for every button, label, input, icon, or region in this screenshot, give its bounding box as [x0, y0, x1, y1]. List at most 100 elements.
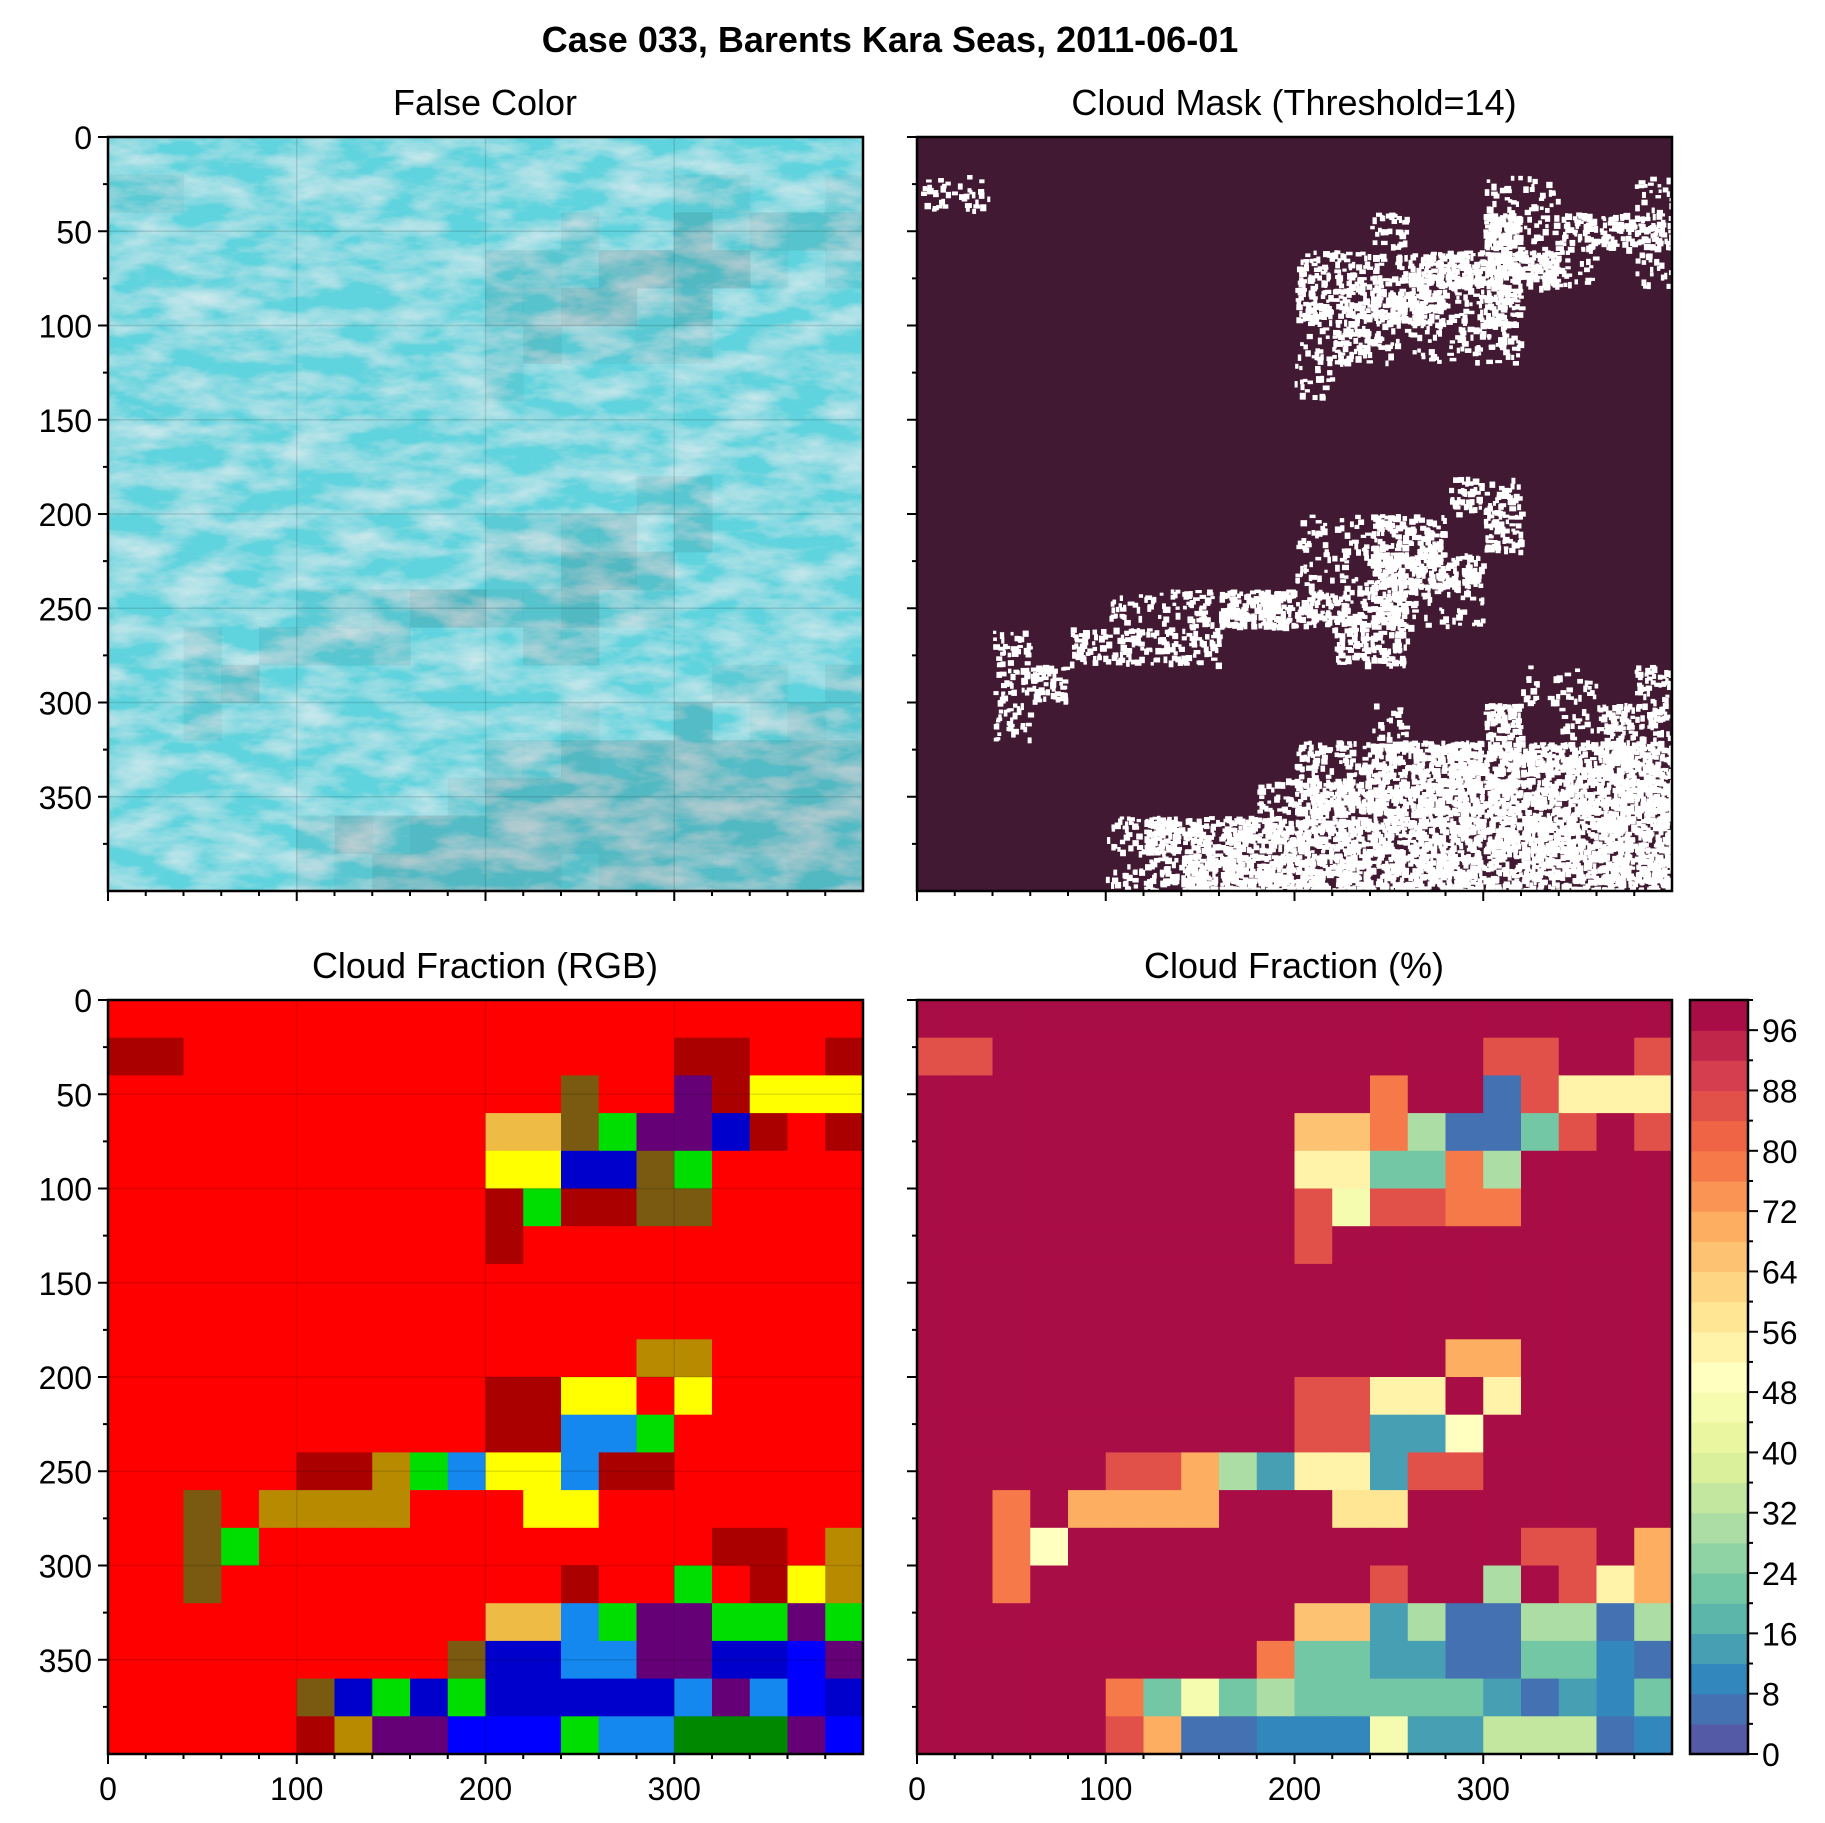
mask-speckle [1469, 759, 1474, 765]
mask-speckle [1476, 301, 1481, 305]
mask-speckle [1404, 216, 1410, 223]
mask-speckle [1511, 528, 1516, 532]
mask-speckle [1649, 272, 1654, 277]
mask-speckle [1117, 637, 1122, 644]
mask-speckle [1546, 279, 1554, 285]
mask-speckle [1644, 752, 1651, 759]
mask-speckle [1295, 287, 1303, 293]
mask-speckle [1512, 531, 1517, 535]
mask-speckle [1154, 657, 1161, 663]
mask-speckle [1362, 745, 1367, 750]
mask-speckle [1442, 283, 1448, 289]
mask-speckle [1033, 693, 1041, 701]
mask-speckle [1421, 592, 1429, 597]
mask-speckle [1510, 762, 1517, 769]
mask-speckle [1434, 304, 1441, 309]
mask-speckle [1408, 748, 1412, 752]
mask-speckle [1430, 274, 1436, 281]
mask-speckle [1396, 742, 1401, 749]
mask-speckle [993, 691, 999, 696]
mask-speckle [1659, 768, 1663, 774]
mask-speckle [1371, 514, 1379, 521]
mask-speckle [1343, 575, 1349, 579]
mask-speckle [1437, 554, 1443, 559]
mask-speckle [1401, 614, 1408, 620]
mask-speckle [1413, 514, 1421, 521]
mask-speckle [1635, 755, 1642, 759]
mask-speckle [1353, 338, 1359, 344]
mask-speckle [1567, 227, 1575, 234]
mask-speckle [1651, 673, 1657, 679]
mask-speckle [1608, 228, 1614, 232]
mask-speckle [1538, 220, 1542, 225]
mask-speckle [1619, 724, 1624, 732]
mask-speckle [1172, 602, 1177, 606]
mask-speckle [1661, 682, 1668, 686]
mask-speckle [1477, 756, 1483, 763]
mask-speckle [1303, 568, 1309, 573]
mask-speckle [1362, 590, 1368, 596]
mask-speckle [1321, 604, 1326, 608]
mask-speckle [1295, 611, 1301, 617]
mask-speckle [997, 700, 1004, 707]
mask-speckle [1492, 321, 1497, 326]
mask-speckle [1492, 519, 1500, 526]
mask-speckle [1027, 646, 1033, 650]
mask-speckle [1654, 771, 1659, 776]
mask-speckle [1363, 265, 1370, 269]
mask-speckle [1436, 760, 1441, 766]
mask-speckle [1433, 356, 1439, 361]
mask-speckle [1371, 305, 1377, 312]
mask-speckle [1416, 573, 1422, 578]
mask-speckle [1338, 283, 1345, 289]
mask-speckle [1445, 575, 1450, 582]
mask-speckle [1636, 665, 1642, 671]
mask-speckle [1518, 755, 1523, 762]
mask-speckle [1408, 752, 1412, 760]
mask-speckle [1421, 278, 1429, 284]
mask-speckle [1419, 288, 1426, 295]
mask-speckle [1465, 259, 1470, 266]
mask-speckle [1300, 267, 1306, 272]
mask-speckle [1398, 771, 1405, 776]
mask-speckle [1189, 636, 1197, 642]
mask-speckle [1366, 742, 1371, 748]
mask-speckle [1169, 647, 1176, 653]
mask-speckle [1468, 770, 1473, 777]
mask-speckle [1199, 612, 1207, 617]
mask-speckle [1468, 310, 1475, 315]
mask-speckle [1460, 333, 1466, 338]
mask-speckle [1341, 334, 1345, 341]
mask-speckle [1338, 313, 1345, 319]
mask-speckle [1549, 272, 1554, 276]
mask-speckle [1358, 613, 1366, 619]
mask-speckle [1589, 277, 1595, 281]
mask-speckle [1303, 344, 1308, 350]
mask-speckle [1449, 487, 1455, 494]
mask-speckle [1387, 577, 1395, 582]
mask-speckle [1507, 300, 1515, 304]
mask-speckle [1605, 775, 1612, 781]
mask-speckle [1518, 268, 1524, 273]
mask-speckle [1326, 378, 1331, 383]
mask-speckle [1554, 215, 1560, 222]
mask-speckle [1281, 806, 1287, 810]
mask-speckle [1281, 604, 1287, 610]
mask-speckle [1276, 597, 1284, 604]
mask-speckle [1250, 604, 1255, 609]
mask-speckle [1150, 661, 1154, 666]
mask-speckle [1344, 560, 1350, 564]
mask-speckle [1488, 503, 1492, 509]
mask-speckle [1312, 296, 1318, 300]
mask-speckle [1038, 670, 1044, 676]
mask-speckle [1311, 613, 1318, 620]
mask-speckle [1494, 317, 1501, 323]
mask-speckle [1334, 526, 1342, 533]
mask-speckle [1548, 742, 1555, 749]
mask-speckle [1301, 538, 1307, 545]
mask-speckle [1505, 755, 1509, 762]
mask-speckle [1504, 723, 1511, 728]
mask-speckle [1669, 197, 1672, 202]
mask-speckle [1418, 749, 1424, 756]
mask-speckle [1364, 586, 1370, 592]
